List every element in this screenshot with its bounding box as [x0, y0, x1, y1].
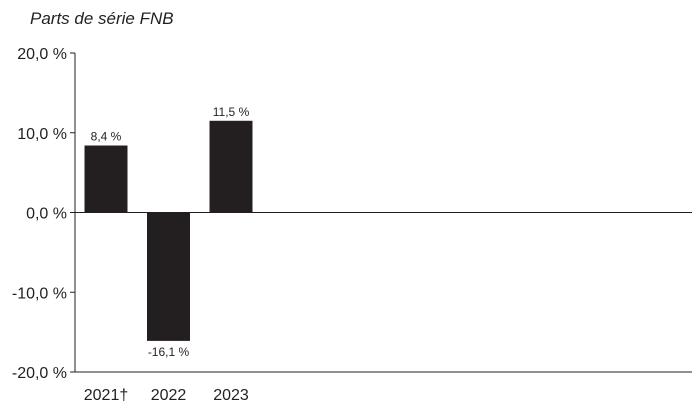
data-label: 8,4 % — [91, 130, 122, 144]
x-tick-label: 2023 — [213, 387, 249, 404]
y-tick-label: 10,0 % — [17, 126, 67, 143]
x-tick-label: 2021† — [84, 387, 129, 404]
data-label: -16,1 % — [148, 345, 190, 359]
bar — [209, 120, 253, 213]
axes: 20,0 % 10,0 % 0,0 % -10,0 % -20,0 % — [12, 46, 692, 382]
bar — [147, 212, 190, 341]
y-tick-label: 0,0 % — [26, 206, 67, 223]
chart-title: Parts de série FNB — [30, 9, 174, 28]
y-tick-label: -20,0 % — [12, 365, 67, 382]
y-tick-label: 20,0 % — [17, 46, 67, 63]
bars — [84, 120, 253, 341]
data-labels: 8,4 % 2021† -16,1 % 2022 11,5 % 2023 — [84, 105, 250, 404]
x-tick-label: 2022 — [151, 387, 187, 404]
y-tick-label: -10,0 % — [12, 285, 67, 302]
data-label: 11,5 % — [213, 105, 250, 119]
bar — [84, 145, 128, 213]
